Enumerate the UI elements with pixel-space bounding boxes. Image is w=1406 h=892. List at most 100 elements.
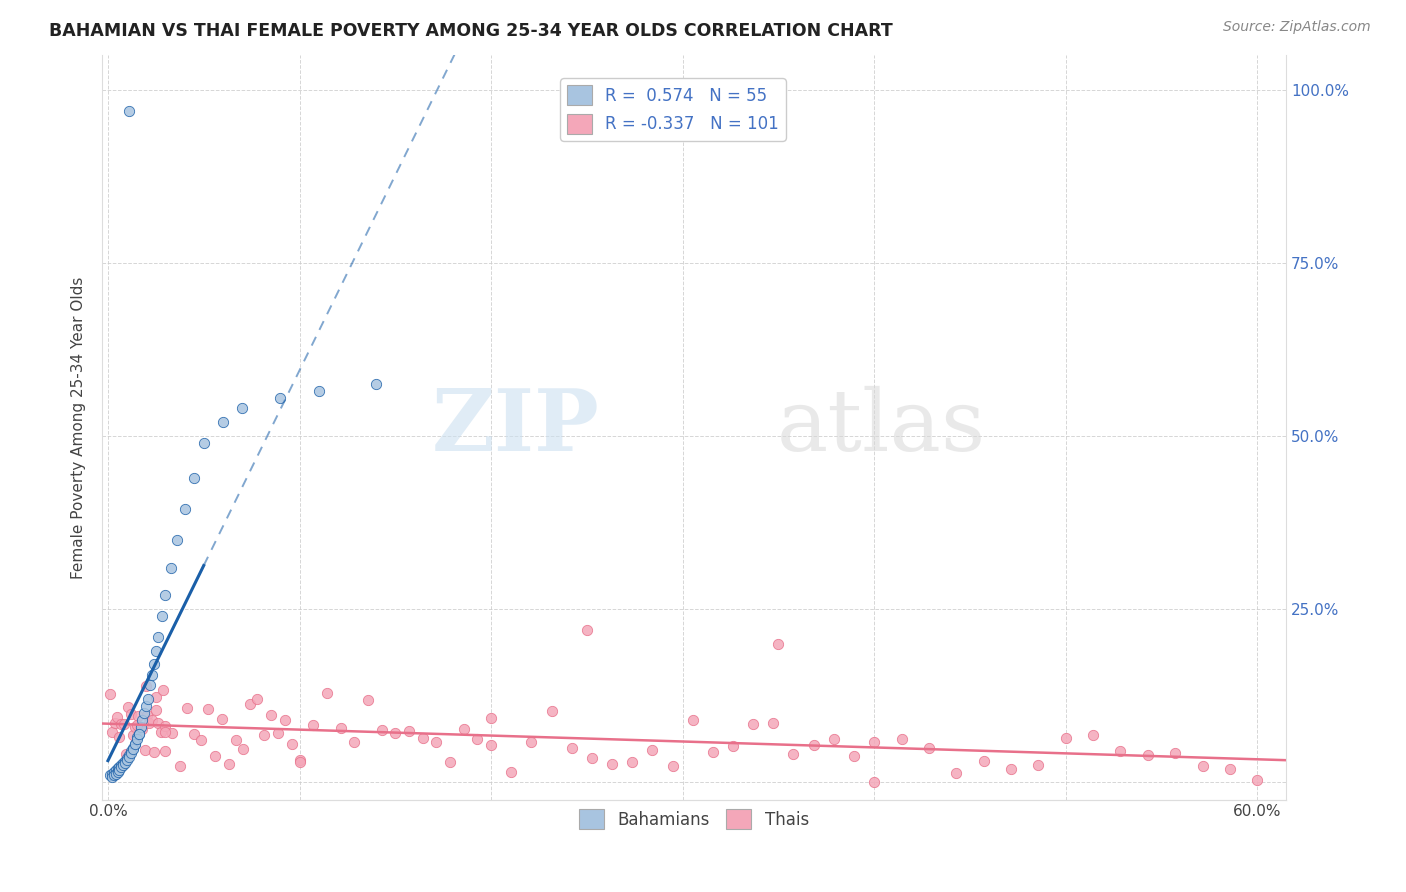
- Text: Source: ZipAtlas.com: Source: ZipAtlas.com: [1223, 20, 1371, 34]
- Point: [101, 724, 124, 739]
- Point: [131, 722, 153, 736]
- Text: atlas: atlas: [778, 385, 986, 469]
- Point: [768, 637, 790, 651]
- Point: [398, 723, 420, 738]
- Point: [131, 713, 153, 727]
- Point: [890, 731, 912, 746]
- Point: [98, 687, 121, 701]
- Point: [152, 683, 174, 698]
- Point: [141, 714, 163, 728]
- Point: [115, 751, 138, 765]
- Point: [1191, 759, 1213, 773]
- Text: BAHAMIAN VS THAI FEMALE POVERTY AMONG 25-34 YEAR OLDS CORRELATION CHART: BAHAMIAN VS THAI FEMALE POVERTY AMONG 25…: [49, 22, 893, 40]
- Point: [218, 756, 240, 771]
- Point: [98, 768, 121, 782]
- Point: [343, 735, 366, 749]
- Point: [101, 770, 124, 784]
- Point: [1246, 772, 1268, 787]
- Point: [122, 728, 145, 742]
- Point: [129, 722, 152, 736]
- Point: [162, 726, 184, 740]
- Point: [150, 609, 173, 624]
- Point: [125, 730, 148, 744]
- Point: [246, 691, 269, 706]
- Point: [357, 693, 380, 707]
- Point: [581, 750, 603, 764]
- Point: [204, 749, 226, 764]
- Point: [267, 726, 290, 740]
- Point: [103, 768, 125, 782]
- Point: [135, 708, 157, 723]
- Point: [148, 715, 170, 730]
- Point: [105, 709, 128, 723]
- Point: [124, 737, 146, 751]
- Point: [169, 758, 191, 772]
- Point: [225, 732, 247, 747]
- Point: [124, 737, 146, 751]
- Point: [863, 775, 886, 789]
- Point: [139, 678, 162, 692]
- Point: [108, 760, 131, 774]
- Point: [121, 742, 143, 756]
- Point: [104, 767, 127, 781]
- Point: [118, 103, 141, 118]
- Point: [110, 760, 132, 774]
- Point: [155, 744, 177, 758]
- Point: [425, 734, 447, 748]
- Point: [117, 699, 139, 714]
- Point: [160, 560, 183, 574]
- Point: [742, 716, 765, 731]
- Point: [308, 384, 330, 398]
- Point: [762, 716, 785, 731]
- Point: [142, 657, 165, 672]
- Point: [682, 714, 704, 728]
- Point: [1219, 762, 1241, 776]
- Point: [103, 716, 125, 731]
- Point: [114, 755, 136, 769]
- Point: [823, 732, 845, 747]
- Point: [183, 470, 205, 484]
- Point: [782, 747, 804, 761]
- Point: [1109, 744, 1132, 758]
- Point: [135, 699, 157, 714]
- Point: [803, 738, 825, 752]
- Point: [128, 727, 150, 741]
- Point: [193, 436, 215, 450]
- Point: [112, 756, 135, 770]
- Point: [129, 720, 152, 734]
- Point: [112, 717, 135, 731]
- Point: [124, 720, 146, 734]
- Point: [115, 753, 138, 767]
- Point: [197, 702, 219, 716]
- Point: [138, 715, 160, 730]
- Point: [366, 377, 388, 392]
- Point: [125, 718, 148, 732]
- Point: [110, 758, 132, 772]
- Point: [453, 722, 475, 736]
- Point: [600, 756, 623, 771]
- Point: [239, 697, 262, 711]
- Point: [125, 732, 148, 747]
- Point: [107, 761, 129, 775]
- Text: ZIP: ZIP: [432, 385, 599, 469]
- Point: [103, 764, 125, 779]
- Point: [540, 704, 562, 718]
- Point: [232, 742, 254, 756]
- Point: [863, 735, 886, 749]
- Point: [141, 668, 163, 682]
- Point: [120, 746, 142, 760]
- Point: [370, 723, 392, 737]
- Point: [973, 754, 995, 768]
- Point: [183, 727, 205, 741]
- Point: [136, 692, 159, 706]
- Point: [149, 725, 172, 739]
- Point: [269, 391, 291, 405]
- Point: [145, 703, 167, 717]
- Point: [166, 533, 188, 547]
- Point: [501, 765, 523, 780]
- Point: [439, 755, 461, 769]
- Point: [155, 724, 177, 739]
- Point: [155, 588, 177, 602]
- Point: [288, 753, 311, 767]
- Point: [412, 731, 434, 745]
